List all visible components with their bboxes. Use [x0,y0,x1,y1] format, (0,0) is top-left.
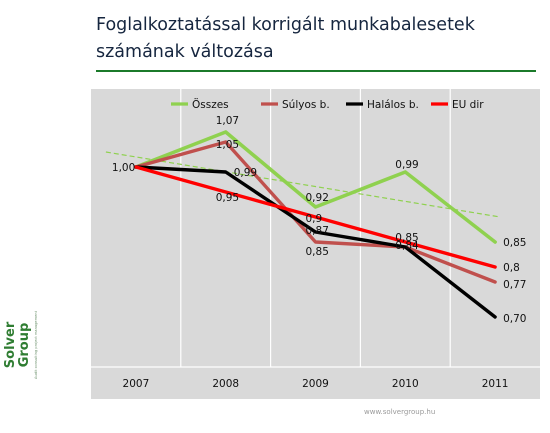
data-label: 0,92 [306,192,329,204]
solver-group-logo: Solver Group Audit consulting project ma… [3,285,42,390]
chart-svg: Összes Súlyos b. Halálos b. EU dir 1,070,92… [91,89,540,390]
logo-tagline: Audit consulting project management [34,310,38,379]
series-lines [134,130,497,319]
data-label: 0,87 [306,225,329,237]
data-label: 0,99 [395,159,418,171]
data-labels: 1,070,920,990,851,050,85 0,840,771,00 0,99… [112,115,527,325]
trendline [105,151,501,218]
title-underline [96,70,536,72]
legend-label: Súlyos b. [282,99,330,111]
data-label: 1,05 [216,139,239,151]
x-tick-label: 2011 [482,378,509,390]
series-line [134,165,497,319]
data-label: 0,99 [234,167,257,179]
legend: Összes Súlyos b. Halálos b. EU dir [171,98,484,111]
data-label: 0,85 [395,232,418,244]
data-label: 1,07 [216,115,239,127]
x-tick-label: 2010 [392,378,419,390]
line-chart: Összes Súlyos b. Halálos b. EU dir 1,07 0,92… [91,89,540,399]
legend-label: EU dir [452,99,484,111]
logo-word-group: Group [17,323,32,368]
x-axis: 2007 2008 2009 2010 2011 [123,378,509,390]
data-label: 0,8 [503,262,520,274]
logo-word-solver: Solver [4,321,18,368]
data-label: 1,00 [112,162,135,174]
footer-url: www.solvergroup.hu [364,408,436,416]
data-label: 0,85 [503,237,526,249]
x-tick-label: 2007 [123,378,150,390]
data-label: 0,84 [395,240,419,252]
legend-label: Összes [192,98,229,111]
series-line [134,165,497,269]
data-label: 0,95 [216,192,239,204]
data-label: 0,70 [503,313,526,325]
x-tick-label: 2009 [302,378,329,390]
x-tick-label: 2008 [212,378,239,390]
trendlines [105,151,501,218]
slide-title: Foglalkoztatással korrigált munkabaleset… [96,15,475,62]
legend-label: Halálos b. [367,99,419,111]
series-line [134,130,497,244]
series-line [134,140,497,284]
data-label: 0,9 [306,213,323,225]
data-label: 0,77 [503,279,526,291]
data-label: 0,85 [306,246,329,258]
